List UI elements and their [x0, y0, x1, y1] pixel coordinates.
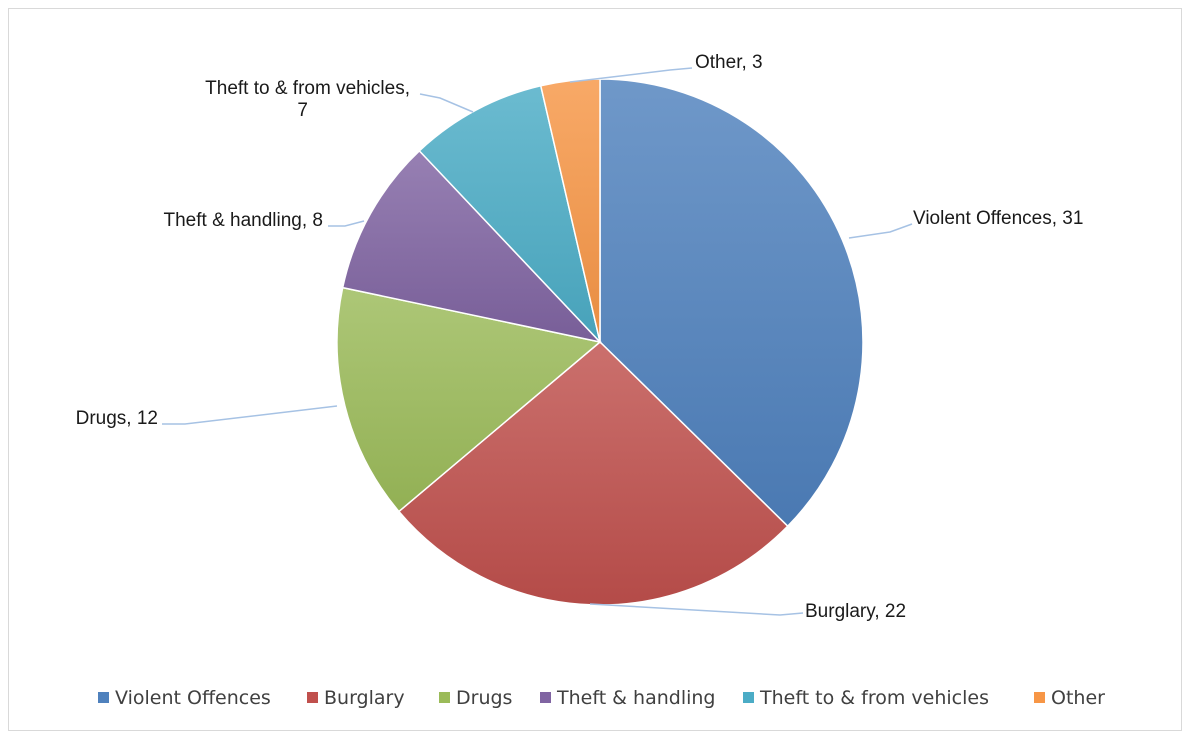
leader-line: [569, 67, 693, 83]
legend-entry: Violent Offences: [98, 687, 271, 709]
legend-label: Drugs: [456, 687, 512, 709]
pie-slice-theft-handling: [341, 149, 603, 344]
leader-line: [848, 223, 913, 239]
data-label: Drugs, 12: [76, 408, 158, 429]
legend-entry: Theft to & from vehicles: [743, 687, 989, 709]
legend-label: Violent Offences: [115, 687, 271, 709]
legend: Violent Offences Burglary Drugs Theft & han…: [98, 687, 1105, 709]
pie-slices: [336, 78, 864, 606]
data-label: Violent Offences, 31: [913, 208, 1083, 229]
legend-label: Theft & handling: [556, 687, 716, 709]
legend-entry: Other: [1034, 687, 1105, 709]
pie-slice-drugs: [336, 286, 602, 513]
legend-swatch: [307, 692, 318, 703]
legend-swatch: [743, 692, 754, 703]
data-label: Burglary, 22: [805, 601, 906, 622]
data-label: Other, 3: [695, 52, 763, 73]
data-labels: Violent Offences, 31 Burglary, 22 Drugs, 1…: [76, 52, 1084, 622]
legend-label: Theft to & from vehicles: [759, 687, 989, 709]
data-label: Theft & handling, 8: [164, 210, 324, 231]
leader-line: [162, 405, 338, 425]
legend-label: Other: [1051, 687, 1105, 709]
legend-entry: Theft & handling: [540, 687, 716, 709]
legend-swatch: [98, 692, 109, 703]
legend-swatch: [1034, 692, 1045, 703]
legend-swatch: [540, 692, 551, 703]
leader-lines: [162, 67, 913, 616]
data-label: Theft to & from vehicles, 7: [205, 78, 410, 121]
leader-line: [328, 220, 365, 227]
pie-slice-violent-offences: [599, 78, 864, 528]
leader-line: [589, 603, 804, 616]
legend-entry: Drugs: [439, 687, 512, 709]
legend-entry: Burglary: [307, 687, 405, 709]
legend-label: Burglary: [324, 687, 405, 709]
leader-line: [419, 93, 474, 113]
legend-swatch: [439, 692, 450, 703]
